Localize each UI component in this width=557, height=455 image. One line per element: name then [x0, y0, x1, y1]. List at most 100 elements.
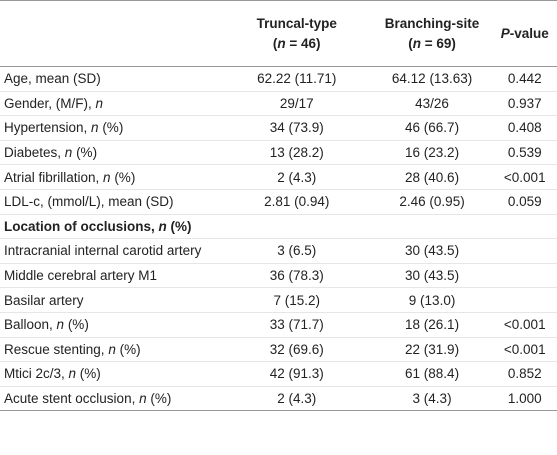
cell: 36 (78.3): [221, 263, 372, 289]
row-label: Intracranial internal carotid artery: [0, 238, 222, 264]
cell: 1.000: [492, 386, 557, 412]
row-label: Balloon, n (%): [0, 312, 222, 338]
cell: 0.408: [492, 115, 557, 141]
cell: 29/17: [221, 91, 372, 117]
text-segment: -value: [509, 25, 549, 41]
cell: 0.937: [492, 91, 557, 117]
cell: 46 (66.7): [371, 115, 493, 141]
cell: [492, 238, 557, 264]
row-label: LDL-c, (mmol/L), mean (SD): [0, 189, 222, 215]
text-segment: Branching-site: [384, 15, 480, 31]
cell: <0.001: [492, 312, 557, 338]
cell: 18 (26.1): [371, 312, 493, 338]
text-segment: n: [103, 169, 111, 185]
row-label: Atrial fibrillation, n (%): [0, 164, 222, 190]
table-body: Age, mean (SD) 62.22 (11.71) 64.12 (13.63)…: [0, 66, 557, 412]
text-segment: Location of occlusions,: [4, 218, 159, 234]
text-segment: Rescue stenting,: [4, 341, 109, 357]
section-row: Location of occlusions, n (%): [0, 214, 557, 240]
text-segment: (%): [76, 366, 101, 382]
cell: 43/26: [371, 91, 493, 117]
text-segment: (%): [98, 120, 124, 136]
cell: 32 (69.6): [221, 337, 372, 363]
cell: 3 (6.5): [221, 238, 372, 264]
cell: 30 (43.5): [371, 238, 493, 264]
row-label: Hypertension, n (%): [0, 115, 222, 141]
cell: 2.81 (0.94): [221, 189, 372, 215]
text-segment: (%): [115, 341, 141, 357]
table-row: Middle cerebral artery M1 36 (78.3) 30 (43…: [0, 263, 557, 289]
text-segment: Balloon,: [4, 317, 57, 333]
text-segment: Diabetes,: [4, 145, 65, 161]
cell: 2 (4.3): [221, 386, 372, 412]
cell: 13 (28.2): [221, 140, 372, 166]
cell: 33 (71.7): [221, 312, 372, 338]
row-label: Age, mean (SD): [0, 66, 222, 92]
cell: 0.059: [492, 189, 557, 215]
text-segment: (%): [72, 145, 98, 161]
cell: 2.46 (0.95): [371, 189, 493, 215]
text-segment: n: [95, 95, 104, 111]
row-label: Mtici 2c/3, n (%): [0, 361, 222, 387]
column-header: P-value: [492, 0, 557, 67]
text-segment: (%): [64, 317, 89, 333]
row-label: Location of occlusions, n (%): [0, 214, 222, 240]
text-segment: n: [91, 120, 99, 136]
cell: 16 (23.2): [371, 140, 493, 166]
cell: [221, 214, 372, 240]
text-segment: Middle cerebral artery M1: [4, 268, 158, 284]
text-segment: Hypertension,: [4, 120, 92, 136]
column-header: Truncal-type (n = 46): [221, 0, 372, 67]
cell: 9 (13.0): [371, 287, 493, 313]
cell: <0.001: [492, 337, 557, 363]
table-row: Rescue stenting, n (%) 32 (69.6) 22 (31.9)…: [0, 337, 557, 363]
row-label: Basilar artery: [0, 287, 222, 313]
cell: 2 (4.3): [221, 164, 372, 190]
text-segment: = 69): [420, 35, 456, 51]
table-row: Gender, (M/F), n 29/17 43/26 0.937: [0, 91, 557, 117]
text-segment: n: [68, 366, 77, 382]
cell: [371, 214, 493, 240]
text-segment: (%): [110, 169, 136, 185]
cell: 0.442: [492, 66, 557, 92]
column-header: [0, 0, 222, 67]
table-row: Atrial fibrillation, n (%) 2 (4.3) 28 (40.…: [0, 164, 557, 190]
row-label: Middle cerebral artery M1: [0, 263, 222, 289]
table-row: Mtici 2c/3, n (%) 42 (91.3) 61 (88.4) 0.852: [0, 361, 557, 387]
cell: <0.001: [492, 164, 557, 190]
cell: [492, 287, 557, 313]
cell: 64.12 (13.63): [371, 66, 493, 92]
table-header: Truncal-type (n = 46) Branching-site (n = 6…: [0, 0, 557, 67]
cell: 42 (91.3): [221, 361, 372, 387]
cell: 0.852: [492, 361, 557, 387]
text-segment: (%): [166, 218, 192, 234]
text-segment: LDL-c, (mmol/L), mean (SD): [4, 194, 174, 210]
text-segment: Gender, (M/F),: [4, 95, 96, 111]
cell: 34 (73.9): [221, 115, 372, 141]
cell: 61 (88.4): [371, 361, 493, 387]
cell: 62.22 (11.71): [221, 66, 372, 92]
text-segment: (%): [146, 391, 172, 407]
cell: 30 (43.5): [371, 263, 493, 289]
header-line: (n = 46): [223, 34, 371, 54]
data-table: Truncal-type (n = 46) Branching-site (n = 6…: [0, 0, 557, 412]
text-segment: Age, mean (SD): [4, 71, 101, 87]
column-header: Branching-site (n = 69): [371, 0, 493, 67]
header-row: Truncal-type (n = 46) Branching-site (n = 6…: [0, 0, 557, 67]
text-segment: Acute stent occlusion,: [4, 391, 140, 407]
text-segment: = 46): [285, 35, 321, 51]
text-segment: n: [56, 317, 65, 333]
text-segment: n: [158, 218, 167, 234]
table-row: Basilar artery 7 (15.2) 9 (13.0): [0, 287, 557, 313]
text-segment: n: [139, 391, 147, 407]
header-line: Branching-site: [373, 14, 492, 34]
text-segment: n: [108, 341, 116, 357]
text-segment: Intracranial internal carotid artery: [4, 243, 202, 259]
table-row: LDL-c, (mmol/L), mean (SD) 2.81 (0.94) 2.4…: [0, 189, 557, 215]
header-line: (n = 69): [373, 34, 492, 54]
table-row: Hypertension, n (%) 34 (73.9) 46 (66.7) 0.4…: [0, 115, 557, 141]
cell: 0.539: [492, 140, 557, 166]
row-label: Gender, (M/F), n: [0, 91, 222, 117]
text-segment: n: [64, 145, 73, 161]
